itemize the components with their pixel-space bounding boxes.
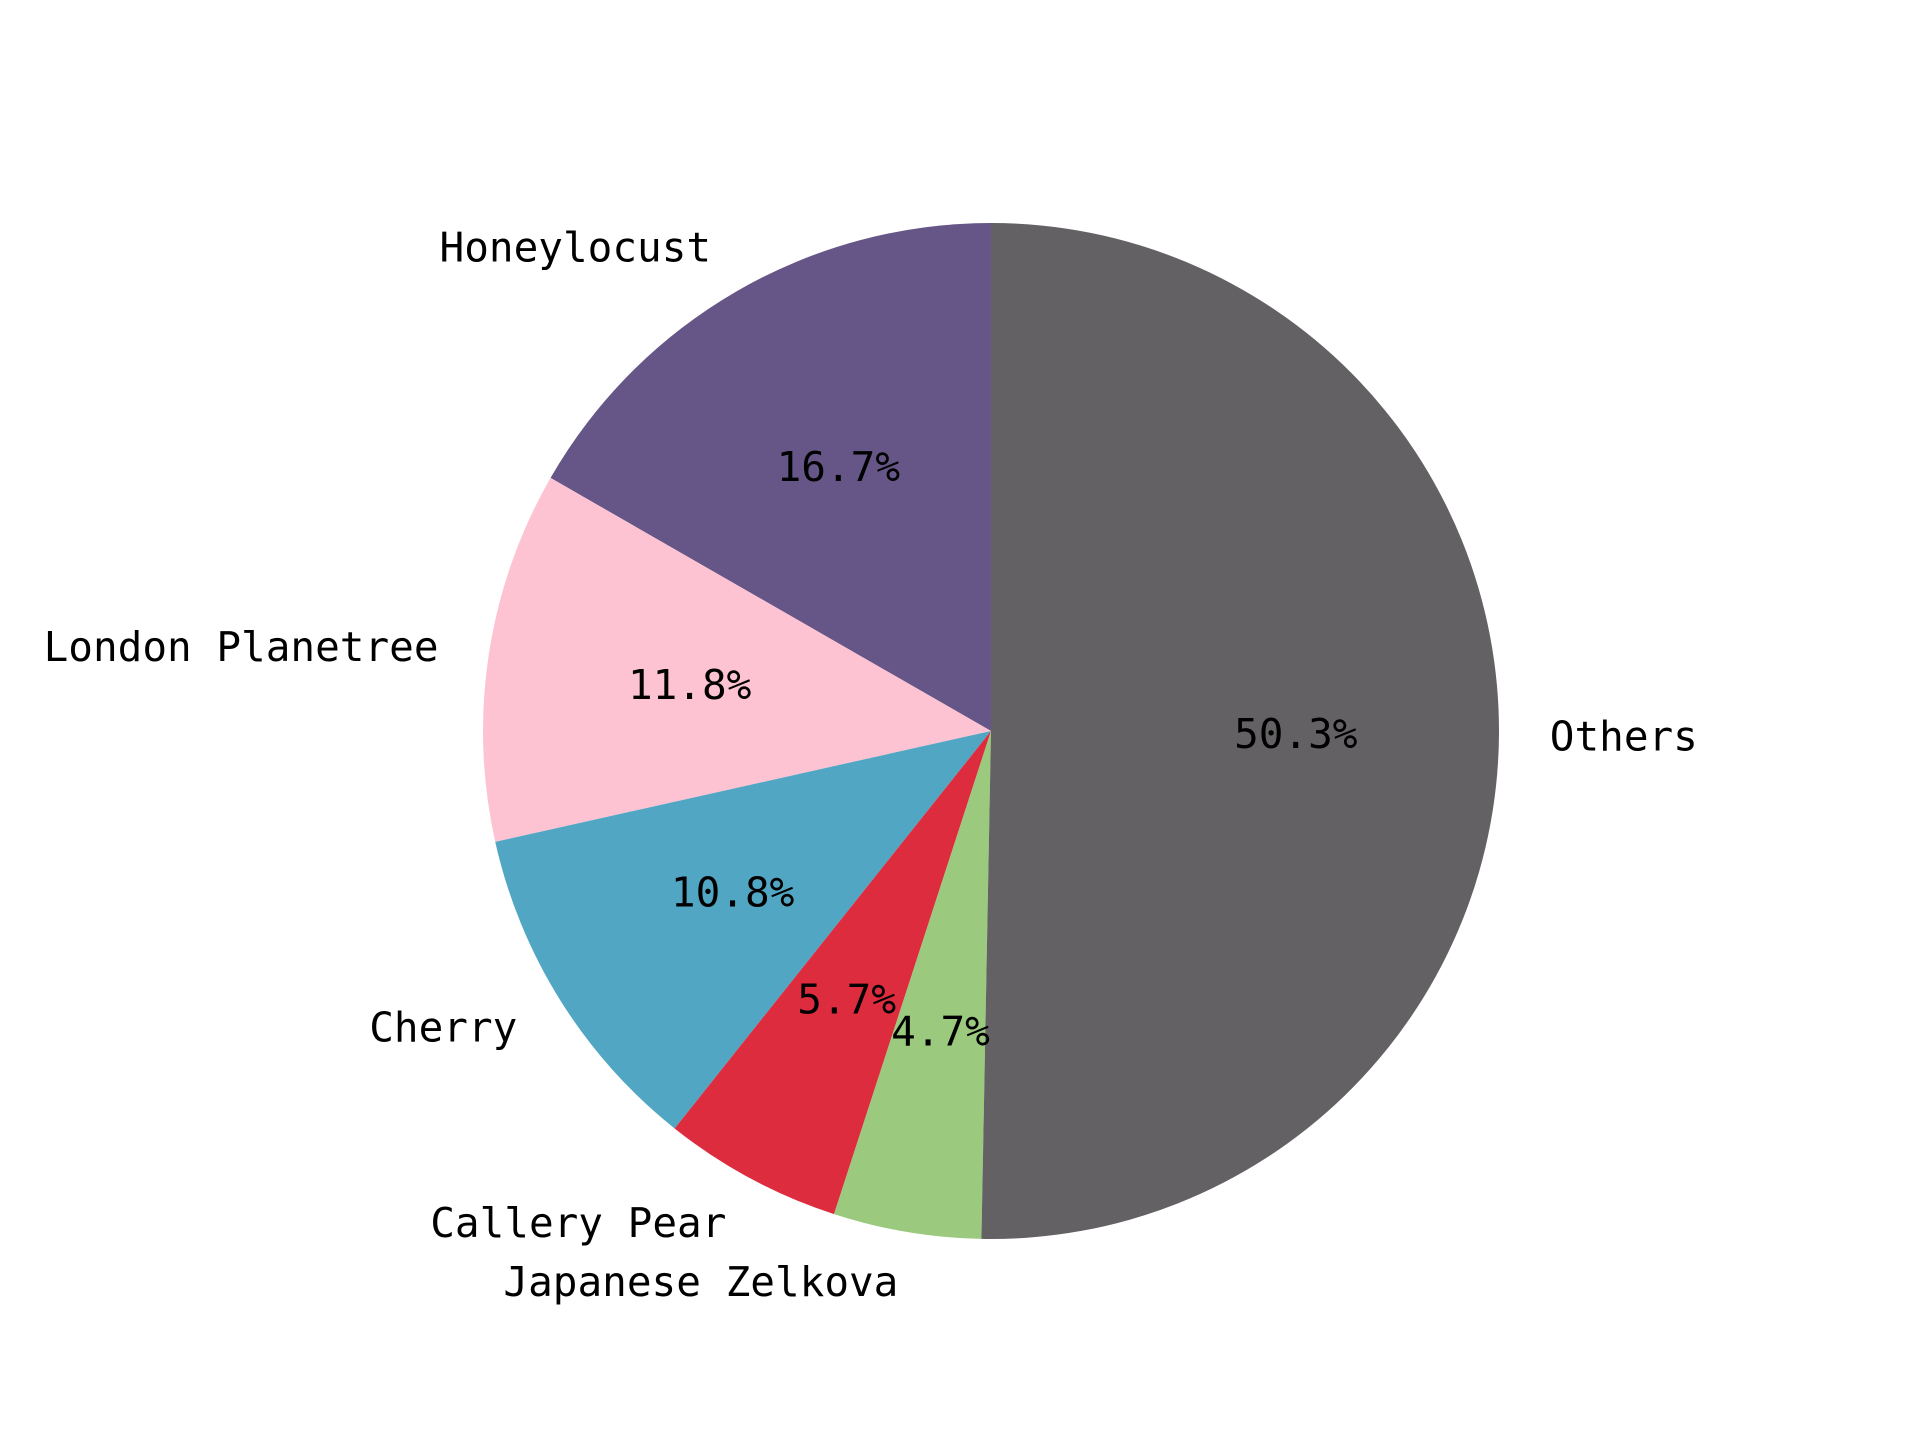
pie-slice-japanese-zelkova: [834, 731, 991, 1239]
slice-label-others: Others: [1550, 712, 1698, 760]
pie-slice-callery-pear: [674, 731, 991, 1215]
slice-percent-london-planetree: 11.8%: [628, 661, 752, 709]
pie-slice-honeylocust: [550, 223, 991, 731]
slice-label-cherry: Cherry: [369, 1003, 517, 1051]
slice-label-london-planetree: London Planetree: [44, 623, 439, 671]
slice-percent-honeylocust: 16.7%: [777, 443, 901, 491]
slice-label-japanese-zelkova: Japanese Zelkova: [503, 1258, 898, 1306]
pie-slices: [482, 223, 1499, 1239]
slice-percent-callery-pear: 5.7%: [797, 975, 896, 1023]
slice-percent-others: 50.3%: [1234, 710, 1358, 758]
slice-percent-cherry: 10.8%: [671, 869, 795, 917]
pie-labels: Honeylocust 16.7% London Planetree 11.8% Che…: [44, 223, 1698, 1306]
pie-slice-others: [981, 223, 1499, 1239]
slice-label-honeylocust: Honeylocust: [440, 223, 712, 271]
slice-label-callery-pear: Callery Pear: [430, 1199, 726, 1247]
pie-slice-cherry: [495, 731, 991, 1129]
pie-slice-london-planetree: [482, 477, 991, 842]
slice-percent-japanese-zelkova: 4.7%: [891, 1008, 990, 1056]
